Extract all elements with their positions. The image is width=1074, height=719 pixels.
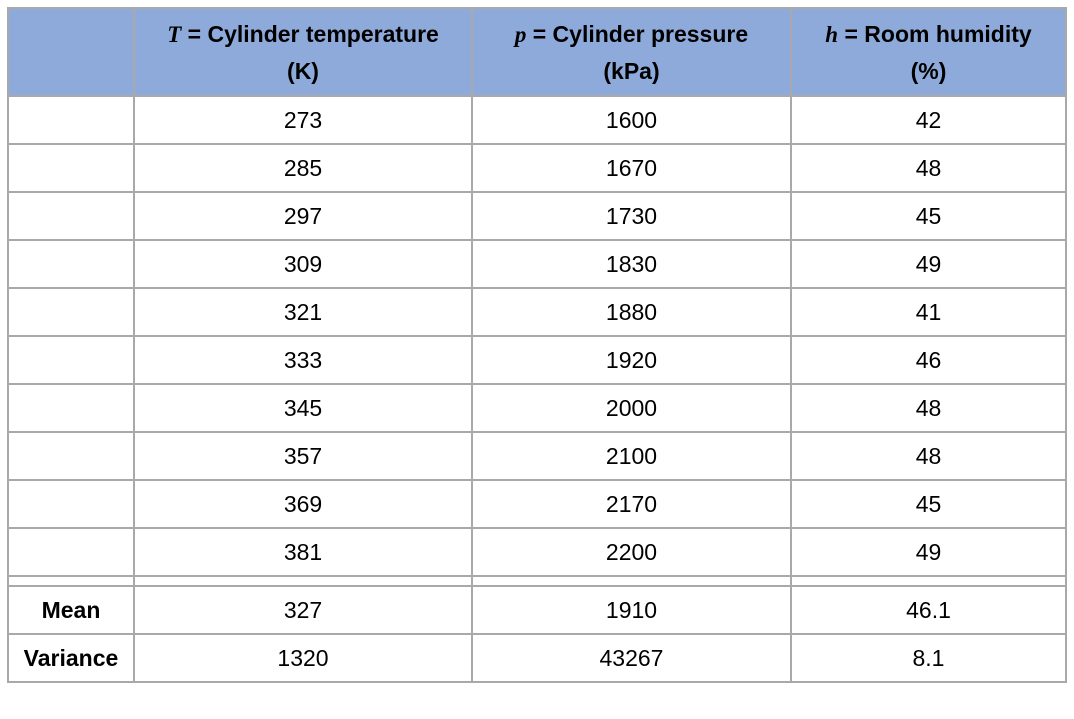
header-unit: (%)	[910, 57, 947, 84]
header-variable: h	[825, 21, 839, 47]
header-cell-pressure: p = Cylinder pressure (kPa)	[471, 7, 792, 97]
table-cell: 2100	[471, 431, 792, 481]
table-cell: 49	[790, 527, 1067, 577]
table-cell: 309	[133, 239, 473, 289]
row-label-cell	[7, 431, 135, 481]
table-cell: 2200	[471, 527, 792, 577]
table-cell: 45	[790, 191, 1067, 241]
header-unit: (K)	[287, 57, 319, 84]
spacer-cell	[790, 575, 1067, 587]
table-cell: 48	[790, 383, 1067, 433]
header-variable: T	[167, 21, 182, 47]
header-cell-humidity: h = Room humidity (%)	[790, 7, 1067, 97]
header-name: = Cylinder temperature	[181, 20, 439, 47]
table-cell: 2000	[471, 383, 792, 433]
row-label-cell	[7, 239, 135, 289]
stat-value: 8.1	[790, 633, 1067, 683]
row-label-cell	[7, 191, 135, 241]
table-row: 345 2000 48	[7, 383, 1067, 433]
row-label-cell	[7, 479, 135, 529]
table-cell: 2170	[471, 479, 792, 529]
header-unit: (kPa)	[603, 57, 660, 84]
stat-label: Mean	[7, 585, 135, 635]
spacer-cell	[7, 575, 135, 587]
spacer-cell	[471, 575, 792, 587]
table-row: 369 2170 45	[7, 479, 1067, 529]
stat-label: Variance	[7, 633, 135, 683]
stat-row: Mean 327 1910 46.1	[7, 585, 1067, 635]
table-row: 297 1730 45	[7, 191, 1067, 241]
table-cell: 297	[133, 191, 473, 241]
spacer-cell	[133, 575, 473, 587]
table-cell: 1880	[471, 287, 792, 337]
table-cell: 42	[790, 95, 1067, 145]
stat-value: 1320	[133, 633, 473, 683]
row-label-cell	[7, 143, 135, 193]
table-cell: 45	[790, 479, 1067, 529]
header-row: T = Cylinder temperature (K) p = Cylinde…	[7, 7, 1067, 97]
header-variable: p	[514, 21, 527, 47]
table-row: 381 2200 49	[7, 527, 1067, 577]
row-label-cell	[7, 383, 135, 433]
table-cell: 1730	[471, 191, 792, 241]
stat-value: 1910	[471, 585, 792, 635]
table-cell: 357	[133, 431, 473, 481]
table-cell: 49	[790, 239, 1067, 289]
table-row: 309 1830 49	[7, 239, 1067, 289]
stat-value: 327	[133, 585, 473, 635]
header-name: = Cylinder pressure	[526, 20, 749, 47]
stat-value: 46.1	[790, 585, 1067, 635]
table-cell: 48	[790, 431, 1067, 481]
table-cell: 1830	[471, 239, 792, 289]
table-cell: 381	[133, 527, 473, 577]
header-cell-empty	[7, 7, 135, 97]
spacer-row	[7, 575, 1067, 587]
stat-value: 43267	[471, 633, 792, 683]
table-row: 357 2100 48	[7, 431, 1067, 481]
table-cell: 1670	[471, 143, 792, 193]
table-row: 321 1880 41	[7, 287, 1067, 337]
table-cell: 46	[790, 335, 1067, 385]
table-cell: 369	[133, 479, 473, 529]
row-label-cell	[7, 527, 135, 577]
table-cell: 48	[790, 143, 1067, 193]
row-label-cell	[7, 95, 135, 145]
table-row: 333 1920 46	[7, 335, 1067, 385]
table-cell: 1600	[471, 95, 792, 145]
row-label-cell	[7, 287, 135, 337]
stat-row: Variance 1320 43267 8.1	[7, 633, 1067, 683]
data-table: T = Cylinder temperature (K) p = Cylinde…	[7, 7, 1067, 683]
header-cell-temperature: T = Cylinder temperature (K)	[133, 7, 473, 97]
table-row: 285 1670 48	[7, 143, 1067, 193]
table-row: 273 1600 42	[7, 95, 1067, 145]
table-cell: 285	[133, 143, 473, 193]
header-name: = Room humidity	[838, 20, 1032, 47]
table-cell: 321	[133, 287, 473, 337]
table-cell: 41	[790, 287, 1067, 337]
table-cell: 273	[133, 95, 473, 145]
table-cell: 1920	[471, 335, 792, 385]
table-cell: 333	[133, 335, 473, 385]
table-cell: 345	[133, 383, 473, 433]
row-label-cell	[7, 335, 135, 385]
